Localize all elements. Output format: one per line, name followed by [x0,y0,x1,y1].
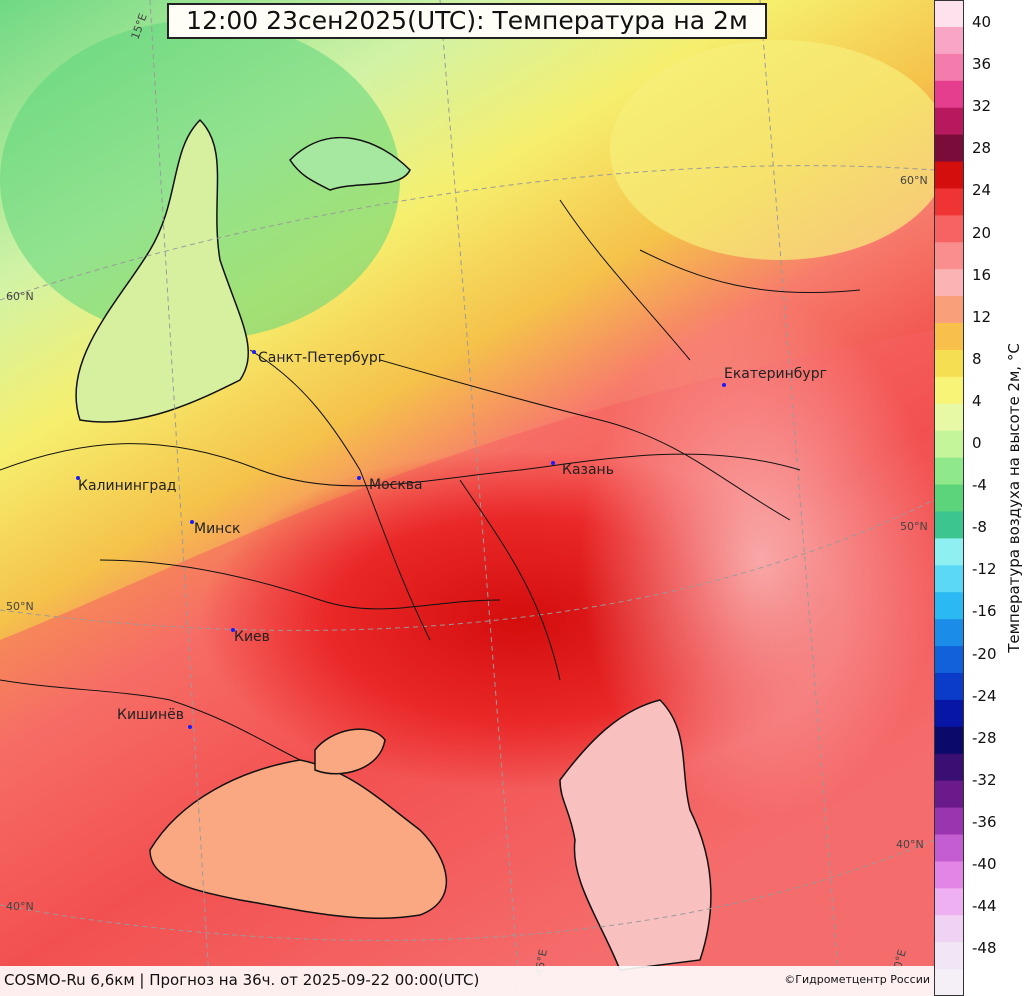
colorbar-swatch [934,269,964,297]
colorbar-tick-label: 40 [972,13,992,31]
colorbar-swatch [934,753,964,782]
colorbar-tick-label: -16 [972,602,997,621]
city-label-chisinau: Кишинёв [117,707,184,723]
colorbar-swatch [934,484,964,512]
colorbar-tick-label: -20 [972,644,997,663]
colorbar-tick-label: 12 [972,307,992,326]
colorbar-swatch [934,0,964,28]
colorbar-tick-label: 16 [972,265,992,284]
colorbar-tick-label: -32 [972,770,997,789]
colorbar-tick-label: 8 [972,349,982,368]
city-marker-kaliningrad [76,476,80,480]
city-label-kyiv: Киев [234,629,270,645]
colorbar-tick-label: -4 [972,476,987,495]
cooler-east [580,300,934,820]
graticule-label: 40°N [6,900,34,913]
colorbar-swatch [934,457,964,486]
city-label-kaliningrad: Калининград [78,478,177,494]
colorbar-tick-label: 4 [972,391,982,410]
colorbar-tick-label: -8 [972,518,987,537]
colorbar-swatch [934,834,964,862]
graticule-label: 60°N [900,174,928,187]
admin-borders [0,199,861,761]
colorbar-swatch [934,915,964,943]
colorbar-swatch [934,349,964,378]
colorbar-swatch [934,646,964,674]
colorbar-swatch [934,430,964,459]
colorbar-tick-label: 28 [972,139,992,158]
colorbar-swatch [934,619,964,647]
colorbar-tick-label: -24 [972,686,997,705]
colorbar-swatch [934,699,964,728]
colorbar-swatch [934,888,964,916]
colorbar-swatch [934,188,964,216]
colorbar-swatch [934,403,964,432]
colorbar-swatch [934,134,964,163]
colorbar-tick-label: -40 [972,855,997,873]
map-footer: COSMO-Ru 6,6км | Прогноз на 36ч. от 2025… [0,966,934,996]
copyright: ©Гидрометцентр России [784,973,930,986]
city-marker-yekaterinburg [722,383,726,387]
colorbar-swatch [934,323,964,351]
colorbar-tick-label: 32 [972,97,992,116]
colorbar-swatch [934,80,964,109]
colorbar-swatch [934,672,964,701]
graticule-label: 60°N [6,290,34,303]
colorbar-swatch [934,780,964,809]
colorbar-swatch [934,26,964,55]
colorbar-label: Температура воздуха на высоте 2м, °C [1005,343,1023,653]
graticule-label: 40°N [896,838,924,851]
colorbar-tick-label: 36 [972,55,992,74]
colorbar-swatch [934,296,964,324]
city-label-kazan: Казань [562,462,614,478]
colorbar-tick-label: -44 [972,897,997,916]
city-marker-saint-petersburg [252,350,256,354]
city-label-minsk: Минск [194,521,241,537]
map-title: 12:00 23сен2025(UTC): Температура на 2м [167,3,767,39]
colorbar-swatch [934,726,964,755]
city-marker-chisinau [188,725,192,729]
city-marker-moscow [357,476,361,480]
city-marker-minsk [190,520,194,524]
black-sea [149,759,447,920]
colorbar-tick-label: -28 [972,728,997,747]
colorbar-swatch [934,161,964,189]
graticule-label: 50°N [900,520,928,533]
baltic-sea [75,118,249,423]
city-label-yekaterinburg: Екатеринбург [724,366,827,382]
colorbar-tick-label: 24 [972,181,992,200]
colorbar-tick-label: -48 [972,939,997,958]
graticule-label: 50°N [6,600,34,613]
colorbar-swatch [934,942,964,970]
colorbar-swatch [934,53,964,82]
caspian-sea [559,699,712,971]
yellow-northeast [610,40,934,260]
graticule [0,0,934,996]
colorbar-swatch [934,215,964,243]
colorbar-swatch [934,969,964,996]
colorbar-swatch [934,107,964,136]
colorbar-swatch [934,538,964,566]
colorbar-swatch [934,511,964,539]
white-sea [289,136,411,191]
colorbar-tick-label: -36 [972,812,997,831]
city-label-moscow: Москва [369,477,423,493]
colorbar-swatch [934,807,964,835]
colorbar-swatch [934,242,964,270]
colorbar-swatch [934,565,964,593]
colorbar-tick-label: 20 [972,223,992,242]
temperature-map [0,0,934,996]
temperature-colorbar [934,0,964,996]
colorbar-swatch [934,592,964,620]
colorbar-tick-label: 0 [972,434,982,452]
city-marker-kazan [551,461,555,465]
sea-of-azov [314,728,386,775]
colorbar-tick-label: -12 [972,560,997,579]
colorbar-swatch [934,376,964,405]
city-marker-kyiv [231,628,235,632]
colorbar-swatch [934,861,964,889]
model-info: COSMO-Ru 6,6км | Прогноз на 36ч. от 2025… [4,971,480,989]
city-label-saint-petersburg: Санкт-Петербург [258,350,386,366]
